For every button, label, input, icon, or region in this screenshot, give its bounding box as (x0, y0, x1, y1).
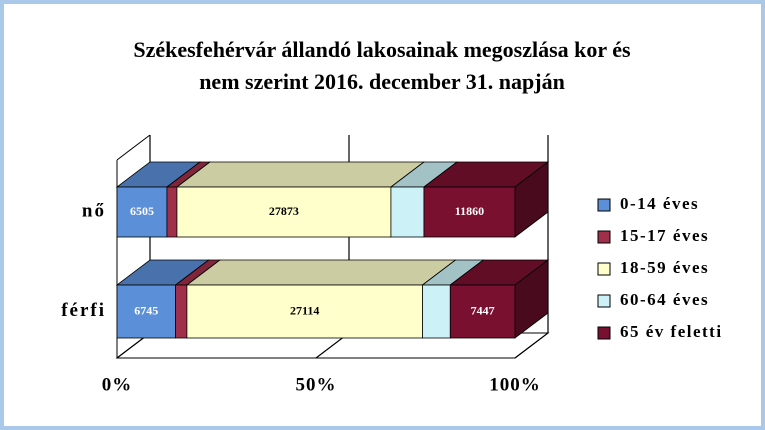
data-label: 27873 (269, 204, 299, 218)
legend-swatch (597, 198, 611, 212)
bar-top (175, 161, 426, 188)
data-label: 6745 (134, 303, 158, 317)
data-label: 7447 (471, 303, 495, 317)
bar (116, 186, 168, 238)
data-label: 27114 (290, 303, 319, 317)
axis-line (116, 134, 151, 161)
x-tick-label: 50% (296, 374, 337, 395)
legend-swatch (597, 294, 611, 308)
data-label: 6505 (130, 204, 154, 218)
x-tick-label: 100% (489, 374, 541, 395)
y-tick-label: férfi (61, 300, 106, 321)
chart-subtitle: nem szerint 2016. december 31. napján (199, 69, 565, 94)
legend-swatch (597, 262, 611, 276)
legend-swatch (597, 326, 611, 340)
bar (116, 284, 177, 339)
legend-label: 60-64 éves (620, 290, 709, 309)
legend-label: 18-59 éves (620, 258, 709, 277)
bar-top (185, 259, 457, 286)
legend-label: 65 év feletti (620, 322, 723, 341)
chart-title: Székesfehérvár állandó lakosainak megosz… (133, 37, 631, 62)
bar (175, 284, 188, 339)
bar (176, 186, 392, 238)
bar (423, 186, 516, 238)
bar (390, 186, 425, 238)
y-tick-label: nő (82, 200, 106, 221)
bar (186, 284, 423, 339)
bar (422, 284, 451, 339)
x-tick-label: 0% (102, 374, 133, 395)
legend-label: 15-17 éves (620, 226, 709, 245)
bar (166, 186, 178, 238)
legend-label: 0-14 éves (620, 194, 699, 213)
bar (449, 284, 516, 339)
legend-swatch (597, 230, 611, 244)
data-label: 11860 (455, 204, 484, 218)
